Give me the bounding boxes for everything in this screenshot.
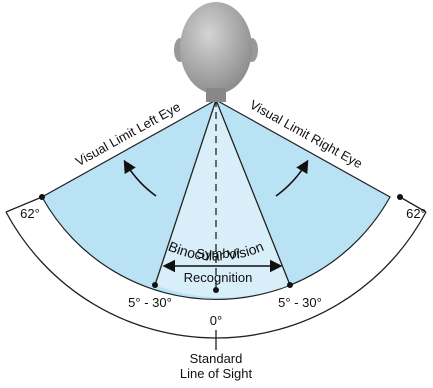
sight-label: Line of Sight bbox=[180, 366, 253, 381]
angle-label: 0° bbox=[210, 313, 222, 328]
head bbox=[174, 2, 258, 102]
angle-label: 5° - 30° bbox=[278, 295, 322, 310]
angle-label: 5° - 30° bbox=[128, 295, 172, 310]
diagram: Binocular Vision Symbol Recognition Visu… bbox=[0, 0, 433, 383]
angle-label: 62° bbox=[20, 206, 40, 221]
symbol-label: Symbol bbox=[196, 246, 239, 261]
symbol-label: Recognition bbox=[184, 270, 253, 285]
angle-label: 62° bbox=[406, 206, 426, 221]
sight-label: Standard bbox=[190, 351, 243, 366]
